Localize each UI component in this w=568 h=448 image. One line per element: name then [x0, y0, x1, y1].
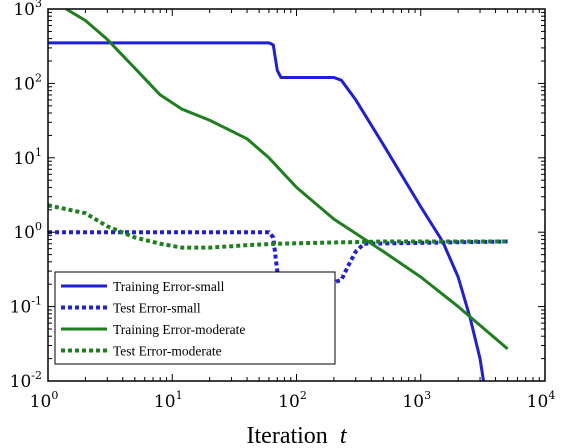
legend-label: Training Error-moderate: [113, 322, 245, 337]
tick-labels-layer: 100 101 102 103 104 10-2 10-1 100 101 102 103: [10, 0, 556, 412]
legend-label: Training Error-small: [113, 279, 225, 294]
x-tick-label: 100: [30, 389, 59, 412]
x-tick-label: 104: [527, 389, 556, 412]
x-tick-label: 102: [278, 389, 307, 412]
y-tick-label: 10-1: [10, 295, 42, 318]
series-line-3: [65, 9, 509, 351]
series-line-1: [48, 41, 485, 381]
series-layer: [48, 9, 509, 381]
y-tick-label: 10-2: [10, 369, 42, 392]
legend-label: Test Error-moderate: [113, 344, 222, 359]
y-tick-label: 102: [13, 71, 42, 94]
series-line-4: [48, 203, 508, 250]
series-line-2: [48, 230, 508, 285]
legend-label: Test Error-small: [113, 301, 201, 316]
legend: Training Error-small Test Error-small Trai…: [54, 271, 336, 365]
ticks-layer: [47, 8, 546, 382]
x-axis-label: Iteration t: [247, 423, 348, 448]
x-tick-label: 101: [154, 389, 183, 412]
y-tick-label: 100: [13, 220, 42, 243]
x-tick-label: 103: [402, 389, 431, 412]
y-tick-label: 103: [13, 0, 42, 20]
y-tick-label: 101: [13, 146, 42, 169]
